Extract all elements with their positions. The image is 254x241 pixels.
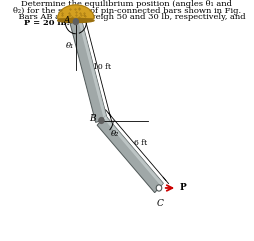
Polygon shape [97,116,163,193]
Text: A: A [64,16,71,25]
Text: 10 ft: 10 ft [93,63,111,71]
Text: θ₁: θ₁ [66,42,75,50]
Text: B: B [89,114,96,123]
Circle shape [99,118,104,123]
Text: θ₂: θ₂ [111,130,119,138]
Polygon shape [103,116,163,186]
Circle shape [156,185,162,191]
Text: P = 20 lb.: P = 20 lb. [24,19,69,27]
Circle shape [73,19,78,25]
Text: Determine the equilibrium position (angles θ₁ and: Determine the equilibrium position (angl… [22,0,232,8]
Text: 6 ft: 6 ft [134,139,147,147]
Text: P: P [179,183,186,193]
Polygon shape [58,5,94,20]
Ellipse shape [58,19,94,22]
Text: C: C [157,199,164,208]
Text: θ₂) for the system of pin-connected bars shown in Fig.: θ₂) for the system of pin-connected bars… [13,7,241,15]
Polygon shape [78,20,107,120]
Polygon shape [70,20,107,122]
Text: Bars AB and BC weigh 50 and 30 lb, respectively, and: Bars AB and BC weigh 50 and 30 lb, respe… [8,13,246,21]
